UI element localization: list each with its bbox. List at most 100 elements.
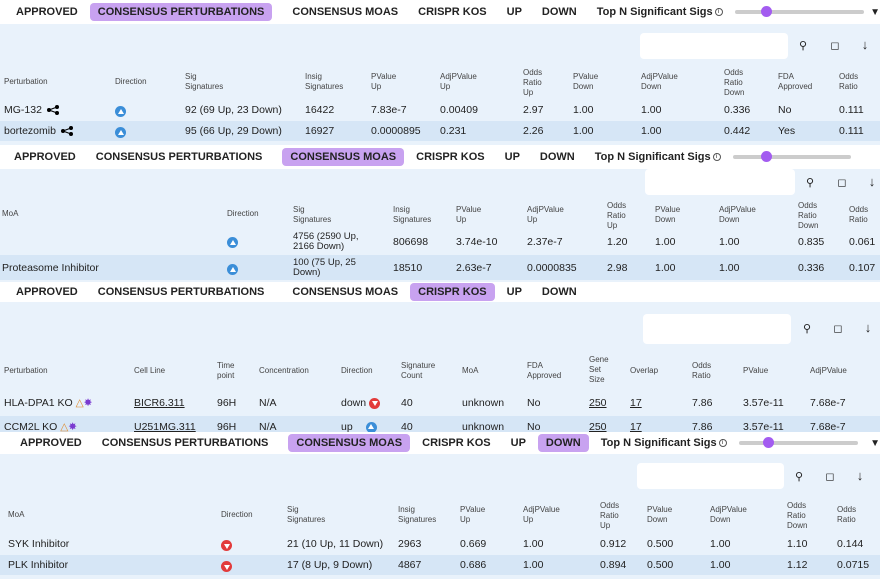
tab-crispr-kos[interactable]: CRISPR KOS <box>410 283 495 301</box>
header-pvalue[interactable]: PValue <box>743 366 769 375</box>
table-row[interactable] <box>0 230 880 254</box>
tab-consensus-perturbations[interactable]: CONSENSUS PERTURBATIONS <box>101 437 269 449</box>
header-odds-ratio[interactable]: Odds Ratio <box>849 205 869 224</box>
header-direction[interactable]: Direction <box>221 510 253 519</box>
header-insig-signatures[interactable]: Insig Signatures <box>393 205 432 224</box>
tab-up[interactable]: UP <box>504 151 520 163</box>
search-icon[interactable]: ⚲ <box>805 177 815 189</box>
header-gene-set-size[interactable]: Gene Set Size <box>589 355 609 384</box>
header-pvalue-up[interactable]: PValue Up <box>460 505 486 524</box>
top-n-slider[interactable] <box>738 437 859 448</box>
square-icon[interactable]: ◻ <box>833 323 843 335</box>
table-row[interactable] <box>0 255 880 280</box>
header-odds-ratio-down[interactable]: Odds Ratio Down <box>724 68 745 97</box>
search-icon[interactable]: ⚲ <box>798 40 808 52</box>
slider-knob[interactable] <box>760 6 772 17</box>
square-icon[interactable]: ◻ <box>837 177 847 189</box>
header-sig-signatures[interactable]: Sig Signatures <box>287 505 326 524</box>
header-odds-ratio[interactable]: Odds Ratio <box>692 361 712 380</box>
square-icon[interactable]: ◻ <box>830 40 840 52</box>
header-pvalue-down[interactable]: PValue Down <box>655 205 681 224</box>
header-pvalue-down[interactable]: PValue Down <box>647 505 673 524</box>
slider-knob[interactable] <box>762 437 774 448</box>
search-input[interactable] <box>640 33 788 59</box>
table-row[interactable] <box>0 555 880 575</box>
tab-approved[interactable]: APPROVED <box>14 151 76 163</box>
header-odds-ratio-down[interactable]: Odds Ratio Down <box>798 201 819 230</box>
header-odds-ratio-down[interactable]: Odds Ratio Down <box>787 501 808 530</box>
gene-set-size-link[interactable]: 250 <box>589 397 607 409</box>
header-odds-ratio-up[interactable]: Odds Ratio Up <box>607 201 627 230</box>
filter-icon[interactable]: ▼ <box>870 437 880 449</box>
header-adjpvalue-up[interactable]: AdjPValue Up <box>523 505 560 524</box>
slider-knob[interactable] <box>760 151 772 162</box>
header-adjpvalue-down[interactable]: AdjPValue Down <box>710 505 747 524</box>
header-odds-ratio-up[interactable]: Odds Ratio Up <box>600 501 620 530</box>
header-adjpvalue-down[interactable]: AdjPValue Down <box>719 205 756 224</box>
sort-icon[interactable]: ↓ <box>864 320 872 335</box>
header-odds-ratio[interactable]: Odds Ratio <box>839 72 859 91</box>
header-adjpvalue-up[interactable]: AdjPValue Up <box>527 205 564 224</box>
header-direction[interactable]: Direction <box>115 77 147 86</box>
gene-set-size-link[interactable]: 250 <box>589 421 607 432</box>
tab-consensus-moas[interactable]: CONSENSUS MOAS <box>292 6 399 18</box>
filter-icon[interactable]: ▼ <box>870 6 880 18</box>
table-row[interactable] <box>0 533 880 553</box>
tab-down[interactable]: DOWN <box>537 434 589 452</box>
sort-icon[interactable]: ↓ <box>856 468 864 483</box>
header-direction[interactable]: Direction <box>341 366 373 375</box>
search-icon[interactable]: ⚲ <box>794 471 804 483</box>
header-pvalue-up[interactable]: PValue Up <box>456 205 482 224</box>
header-perturbation[interactable]: Perturbation <box>4 366 48 375</box>
header-fda-approved[interactable]: FDA Approved <box>778 72 813 91</box>
tab-up[interactable]: UP <box>506 286 522 298</box>
tab-down[interactable]: DOWN <box>541 286 577 298</box>
tab-approved[interactable]: APPROVED <box>20 437 82 449</box>
header-concentration[interactable]: Concentration <box>259 366 309 375</box>
tab-crispr-kos[interactable]: CRISPR KOS <box>418 6 487 18</box>
tab-approved[interactable]: APPROVED <box>16 6 78 18</box>
header-moa[interactable]: MoA <box>2 209 19 218</box>
sort-icon[interactable]: ↓ <box>861 37 869 52</box>
table-row[interactable] <box>0 121 880 141</box>
sort-icon[interactable]: ↓ <box>868 174 876 189</box>
tab-approved[interactable]: APPROVED <box>16 286 78 298</box>
header-pvalue-up[interactable]: PValue Up <box>371 72 397 91</box>
search-input[interactable] <box>643 314 791 344</box>
search-input[interactable] <box>645 169 795 195</box>
header-cell-line[interactable]: Cell Line <box>134 366 166 375</box>
header-timepoint[interactable]: Time point <box>217 361 235 380</box>
header-overlap[interactable]: Overlap <box>630 366 659 375</box>
cell-line-link[interactable]: U251MG.311 <box>134 421 196 432</box>
search-icon[interactable]: ⚲ <box>802 323 812 335</box>
tab-up[interactable]: UP <box>506 6 522 18</box>
header-odds-ratio[interactable]: Odds Ratio <box>837 505 857 524</box>
cell-line-link[interactable]: BICR6.311 <box>134 397 185 409</box>
overlap-link[interactable]: 17 <box>630 421 642 432</box>
header-adjpvalue[interactable]: AdjPValue <box>810 366 847 375</box>
tab-up[interactable]: UP <box>510 437 526 449</box>
tab-consensus-moas[interactable]: CONSENSUS MOAS <box>282 148 405 166</box>
tab-down[interactable]: DOWN <box>541 6 577 18</box>
tab-crispr-kos[interactable]: CRISPR KOS <box>416 151 485 163</box>
tab-consensus-perturbations[interactable]: CONSENSUS PERTURBATIONS <box>97 286 265 298</box>
header-insig-signatures[interactable]: Insig Signatures <box>305 72 344 91</box>
header-perturbation[interactable]: Perturbation <box>4 77 48 86</box>
tab-consensus-perturbations[interactable]: CONSENSUS PERTURBATIONS <box>89 3 273 21</box>
header-moa[interactable]: MoA <box>8 510 25 519</box>
square-icon[interactable]: ◻ <box>825 471 835 483</box>
tab-consensus-moas[interactable]: CONSENSUS MOAS <box>288 434 411 452</box>
tab-crispr-kos[interactable]: CRISPR KOS <box>422 437 491 449</box>
header-sig-signatures[interactable]: Sig Signatures <box>293 205 332 224</box>
header-odds-ratio-up[interactable]: Odds Ratio Up <box>523 68 543 97</box>
search-input[interactable] <box>637 463 784 489</box>
header-adjpvalue-down[interactable]: AdjPValue Down <box>641 72 678 91</box>
header-direction[interactable]: Direction <box>227 209 259 218</box>
tab-consensus-moas[interactable]: CONSENSUS MOAS <box>292 286 399 298</box>
top-n-slider[interactable] <box>732 151 851 162</box>
top-n-slider[interactable] <box>734 6 865 17</box>
header-adjpvalue-up[interactable]: AdjPValue Up <box>440 72 477 91</box>
table-row[interactable] <box>0 416 880 432</box>
header-insig-signatures[interactable]: Insig Signatures <box>398 505 437 524</box>
header-pvalue-down[interactable]: PValue Down <box>573 72 599 91</box>
